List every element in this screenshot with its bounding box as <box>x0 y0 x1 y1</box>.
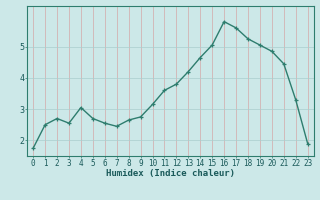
X-axis label: Humidex (Indice chaleur): Humidex (Indice chaleur) <box>106 169 235 178</box>
